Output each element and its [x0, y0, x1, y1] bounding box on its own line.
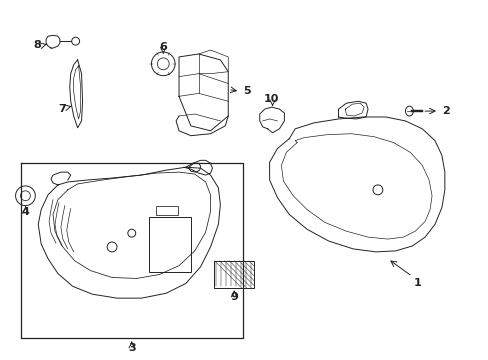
Text: 5: 5 [243, 86, 250, 96]
Text: 7: 7 [58, 104, 66, 114]
Text: 8: 8 [33, 40, 41, 50]
Text: 4: 4 [21, 207, 29, 217]
Bar [214, 261, 253, 288]
Text: 2: 2 [441, 106, 449, 116]
Text: 10: 10 [264, 94, 279, 104]
Text: 1: 1 [412, 278, 420, 288]
Text: 6: 6 [159, 42, 167, 52]
Bar [149, 217, 190, 271]
Text: 3: 3 [128, 343, 135, 354]
Bar [156, 206, 178, 215]
Text: 9: 9 [230, 292, 238, 302]
